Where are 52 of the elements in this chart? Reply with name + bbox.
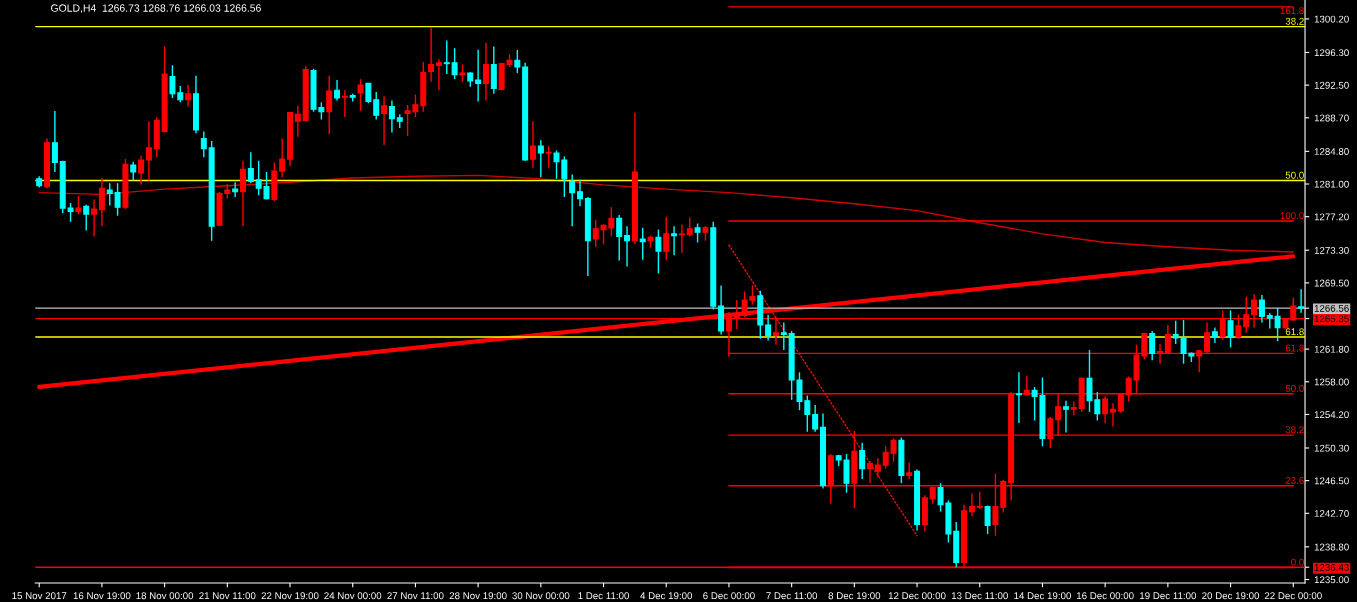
y-tick-label: 1235.00 xyxy=(1314,576,1349,584)
x-tick-label: 14 Dec 19:00 xyxy=(1014,592,1071,600)
x-tick-label: 20 Dec 19:00 xyxy=(1202,592,1260,600)
y-tick-label: 1236.43 xyxy=(1314,563,1349,571)
x-tick-label: 22 Dec 00:00 xyxy=(1264,592,1322,600)
annotation: 38.2 xyxy=(1285,17,1304,25)
x-tick-label: 15 Nov 2017 xyxy=(12,592,67,600)
x-tick-label: 30 Nov 00:00 xyxy=(512,592,570,600)
y-tick-label: 1250.30 xyxy=(1314,444,1349,452)
x-tick-label: 7 Dec 11:00 xyxy=(766,592,818,600)
series-label: 50.0 xyxy=(1285,385,1304,392)
x-tick-label: 28 Nov 19:00 xyxy=(449,592,507,600)
y-tick-label: 1300.20 xyxy=(1314,15,1349,23)
x-tick-label: 16 Nov 19:00 xyxy=(73,592,131,600)
series-label: 38.2 xyxy=(1285,426,1304,434)
x-tick-label: 16 Dec 00:00 xyxy=(1076,592,1134,600)
annotation: 61.8 xyxy=(1285,328,1304,336)
chart-title: GOLD,H4 1266.73 1268.76 1266.03 1266.56 xyxy=(51,4,261,13)
x-tick-label: 24 Nov 00:00 xyxy=(324,592,382,600)
y-tick-label: 1238.80 xyxy=(1314,543,1349,551)
y-tick-label: 1261.80 xyxy=(1314,345,1349,353)
y-tick-label: 1284.80 xyxy=(1314,148,1349,155)
x-tick-label: 4 Dec 19:00 xyxy=(640,592,693,600)
y-tick-label: 1258.00 xyxy=(1314,378,1349,386)
x-tick-label: 18 Nov 00:00 xyxy=(136,592,194,600)
legend-label: 0.0 xyxy=(1291,558,1304,566)
series-label: 61.8 xyxy=(1285,344,1304,352)
x-tick-label: 19 Dec 11:00 xyxy=(1140,592,1197,600)
y-tick-label: 1277.20 xyxy=(1314,213,1349,221)
annotation: 50.0 xyxy=(1285,171,1304,179)
x-tick-label: 1 Dec 11:00 xyxy=(578,592,630,600)
x-tick-label: 27 Nov 11:00 xyxy=(387,592,444,600)
y-tick-label: 1254.20 xyxy=(1314,411,1349,419)
y-tick-label: 1288.70 xyxy=(1314,114,1349,122)
x-tick-label: 13 Dec 11:00 xyxy=(951,592,1008,600)
x-tick-label: 21 Nov 11:00 xyxy=(199,592,256,600)
y-tick-label: 1273.30 xyxy=(1314,246,1349,254)
y-tick-label: 1296.30 xyxy=(1314,49,1349,57)
y-tick-label: 1269.50 xyxy=(1314,279,1349,287)
series-label: 23.6 xyxy=(1285,477,1304,484)
x-tick-label: 12 Dec 00:00 xyxy=(888,592,946,600)
y-tick-label: 1292.50 xyxy=(1314,81,1349,89)
x-tick-label: 22 Nov 19:00 xyxy=(261,592,319,600)
series-label: 100.0 xyxy=(1280,212,1304,220)
y-tick-label: 1242.70 xyxy=(1314,510,1349,517)
y-tick-label: 1266.56 xyxy=(1314,304,1349,312)
y-tick-label: 1265.35 xyxy=(1314,315,1349,323)
y-tick-label: 1281.00 xyxy=(1314,180,1349,188)
series-label: 161.8 xyxy=(1280,7,1304,15)
x-tick-label: 6 Dec 00:00 xyxy=(703,592,755,600)
x-tick-label: 8 Dec 19:00 xyxy=(828,592,881,600)
y-tick-label: 1246.50 xyxy=(1314,477,1349,485)
